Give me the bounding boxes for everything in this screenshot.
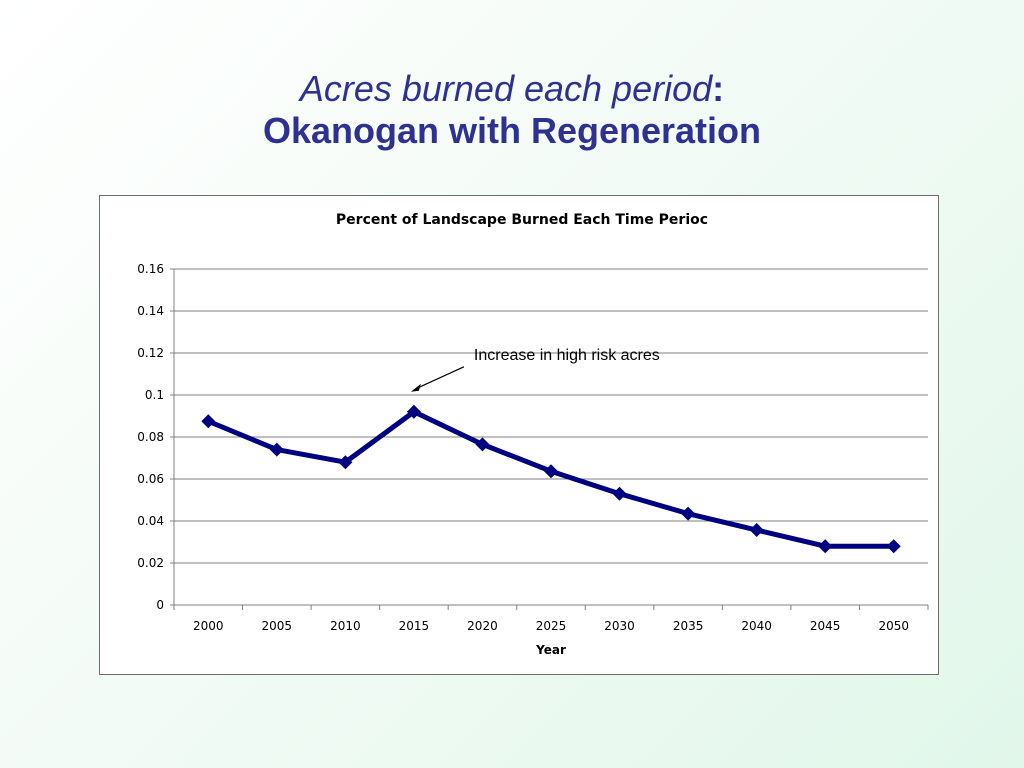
- y-tick-label: 0.02: [137, 556, 164, 570]
- y-tick-label: 0.08: [137, 430, 164, 444]
- data-point: [612, 486, 627, 501]
- x-tick-label: 2005: [262, 619, 293, 633]
- slide-title: Acres burned each period: Okanogan with …: [0, 68, 1024, 153]
- line-chart: Percent of Landscape Burned Each Time Pe…: [137, 212, 929, 657]
- x-tick-label: 2015: [399, 619, 430, 633]
- data-point: [544, 464, 558, 479]
- slide-title-colon: :: [712, 68, 725, 109]
- y-tick-label: 0.06: [137, 472, 164, 486]
- annotation-arrow-head: [410, 383, 421, 392]
- y-tick-label: 0.1: [145, 388, 164, 402]
- data-point: [338, 455, 353, 470]
- data-point: [818, 539, 833, 554]
- x-tick-label: 2000: [193, 619, 224, 633]
- x-tick-label: 2050: [878, 619, 909, 633]
- slide-subtitle: Okanogan with Regeneration: [262, 110, 762, 152]
- y-tick-label: 0.04: [137, 514, 164, 528]
- x-tick-label: 2010: [330, 619, 361, 633]
- data-point: [201, 414, 216, 429]
- y-tick-label: 0: [156, 598, 164, 612]
- x-tick-label: 2020: [467, 619, 498, 633]
- annotation-arrow-line: [417, 366, 465, 389]
- x-tick-label: 2040: [741, 619, 772, 633]
- data-point: [886, 539, 901, 554]
- y-tick-label: 0.14: [137, 304, 164, 318]
- y-tick-label: 0.16: [137, 262, 164, 276]
- data-point: [269, 442, 284, 457]
- slide-title-line1: Acres burned each period:: [0, 68, 1024, 110]
- slide-title-italic: Acres burned each period: [299, 68, 713, 109]
- chart-title: Percent of Landscape Burned Each Time Pe…: [336, 212, 708, 228]
- data-point: [681, 506, 696, 521]
- data-point: [475, 437, 490, 452]
- x-tick-label: 2035: [673, 619, 704, 633]
- x-axis-label: Year: [535, 643, 566, 657]
- x-tick-label: 2030: [604, 619, 635, 633]
- annotation-text: Increase in high risk acres: [474, 347, 660, 364]
- chart-container: Percent of Landscape Burned Each Time Pe…: [99, 195, 939, 675]
- x-tick-label: 2045: [810, 619, 841, 633]
- y-tick-label: 0.12: [137, 346, 164, 360]
- data-point: [749, 523, 764, 538]
- x-tick-label: 2025: [536, 619, 567, 633]
- data-point: [406, 404, 421, 419]
